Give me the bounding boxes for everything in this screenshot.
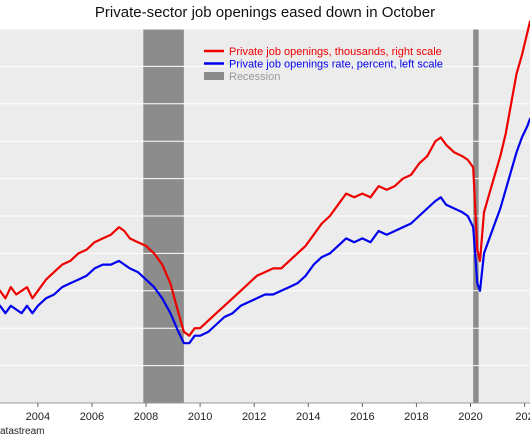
legend-label-2: Private job openings rate, percent, left…: [229, 59, 443, 71]
x-tick-label: 2010: [188, 411, 212, 423]
x-tick-label: 2018: [404, 411, 428, 423]
x-tick-label: 2016: [350, 411, 374, 423]
x-tick-label: 2014: [296, 411, 320, 423]
legend-label-1: Private job openings, thousands, right s…: [229, 46, 442, 58]
legend-label-recession: Recession: [229, 71, 280, 83]
chart-title: Private-sector job openings eased down i…: [94, 4, 436, 21]
legend-swatch-recession: [204, 72, 224, 80]
x-tick-label: 2004: [26, 411, 50, 423]
x-tick-label: 2008: [134, 411, 158, 423]
series-line-1: [0, 20, 530, 337]
x-tick-label: 202: [515, 411, 530, 423]
source-note: atastream: [0, 426, 45, 437]
x-tick-label: 2020: [458, 411, 482, 423]
x-tick-label: 2012: [242, 411, 266, 423]
series-line-2: [0, 117, 530, 345]
x-tick-label: 2006: [80, 411, 104, 423]
